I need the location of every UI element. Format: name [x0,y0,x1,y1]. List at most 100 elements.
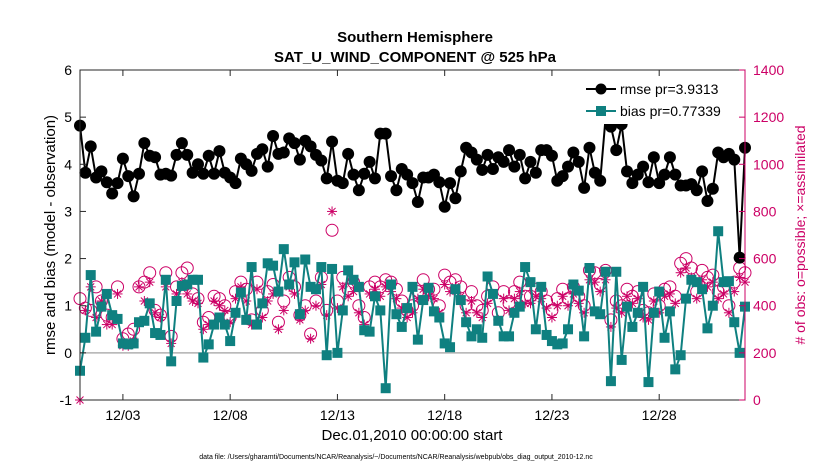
bias-point [133,317,144,328]
rmse-point [545,149,558,162]
chart-title-line1: Southern Hemisphere [337,29,493,46]
rmse-point [326,135,339,148]
bias-point [686,274,697,285]
asterisk-stroke [188,297,197,305]
bias-point [707,300,718,311]
asterisk-stroke [473,308,481,317]
bias-point [235,287,246,298]
rmse-point [191,158,204,171]
asterisk-stroke [671,299,680,308]
legend-box [580,78,738,124]
bias-point [273,286,284,297]
obs-assimilated-point [546,312,557,323]
bias-point [466,331,477,342]
asterisk-stroke [338,283,347,291]
asterisk-stroke [692,294,701,303]
obs-assimilated-point [557,291,568,302]
bias-point [278,244,289,255]
bias-point [439,338,450,349]
bias-point [638,281,649,292]
bias-point [412,334,423,345]
y-right-tick-label: 0 [753,392,761,408]
asterisk-stroke [510,294,519,303]
y-left-tick-label: 6 [64,62,72,78]
rmse-point [342,147,355,160]
asterisk-stroke [279,306,288,315]
x-axis-label: Dec.01,2010 00:00:00 start [322,427,504,444]
rmse-point [181,148,194,161]
bias-point [257,298,268,309]
asterisk-stroke [274,325,283,334]
x-tick-label: 12/23 [534,407,569,423]
bias-point [471,324,482,335]
asterisk-stroke [531,292,540,301]
y-axis-left-label: rmse and bias (model - observation) [42,115,59,355]
y-left-tick-label: 2 [64,251,72,267]
bias-point [482,271,493,282]
obs-assimilated-point [144,277,155,288]
bias-point [144,298,155,309]
asterisk-stroke [499,294,508,303]
bias-point [375,305,386,316]
legend: rmse pr=3.9313 bias pr=0.77339 [580,78,738,124]
bias-point [219,319,230,330]
rmse-point [116,152,129,165]
rmse-point [438,200,451,213]
rmse-point [637,160,650,173]
legend-rmse-marker [595,83,607,95]
legend-rmse-label: rmse pr=3.9313 [620,81,719,97]
rmse-point [508,160,521,173]
y-axis-right-ticks: 0 200 400 600 800 1000 1200 1400 [739,62,784,408]
obs-assimilated-point [273,324,284,335]
rmse-point [449,192,462,205]
asterisk-stroke [719,290,728,298]
bias-point [150,328,161,339]
y-right-tick-label: 1400 [753,62,784,78]
bias-point [434,312,445,323]
obs-assimilated-point [439,279,450,290]
bias-point [487,288,498,299]
rmse-point [132,167,145,180]
asterisk-stroke [145,278,154,286]
bias-point [611,266,622,277]
bias-point [209,319,220,330]
obs-possible-point [127,322,141,336]
chart-title-line2: SAT_U_WIND_COMPONENT @ 525 hPa [274,49,557,66]
y-right-tick-label: 1200 [753,109,784,125]
bias-point [445,342,456,353]
y-axis-right-label: # of obs: o=possible; ×=assimilated [792,125,808,344]
obs-assimilated-point [192,298,203,309]
bias-point [310,284,321,295]
bias-point [600,266,611,277]
rmse-point [267,130,280,142]
asterisk-stroke [440,280,449,289]
bias-point [101,288,112,299]
rmse-point [347,168,360,181]
bias-point [139,315,150,326]
bias-point [568,279,579,290]
rmse-point [406,177,419,190]
obs-assimilated-point [466,296,477,306]
asterisk-stroke [306,334,315,343]
asterisk-stroke [633,294,642,303]
obs-assimilated-point [305,333,316,344]
y-right-tick-label: 1000 [753,156,784,172]
obs-assimilated-point [691,293,702,304]
rmse-point [481,148,494,161]
rmse-point [229,177,242,190]
legend-bias-marker [596,106,606,116]
bias-point [198,352,209,363]
obs-possible-point [325,223,339,237]
obs-assimilated-point [155,312,166,323]
obs-assimilated-point [573,298,584,309]
bias-point [718,277,729,288]
bias-point [80,332,91,343]
bias-point [654,286,665,297]
bias-point [713,226,724,237]
asterisk-stroke [666,290,674,298]
bias-point [225,336,236,347]
rmse-point [170,148,183,161]
bias-point [622,301,633,312]
rmse-point [320,172,333,185]
asterisk-stroke [312,301,320,310]
